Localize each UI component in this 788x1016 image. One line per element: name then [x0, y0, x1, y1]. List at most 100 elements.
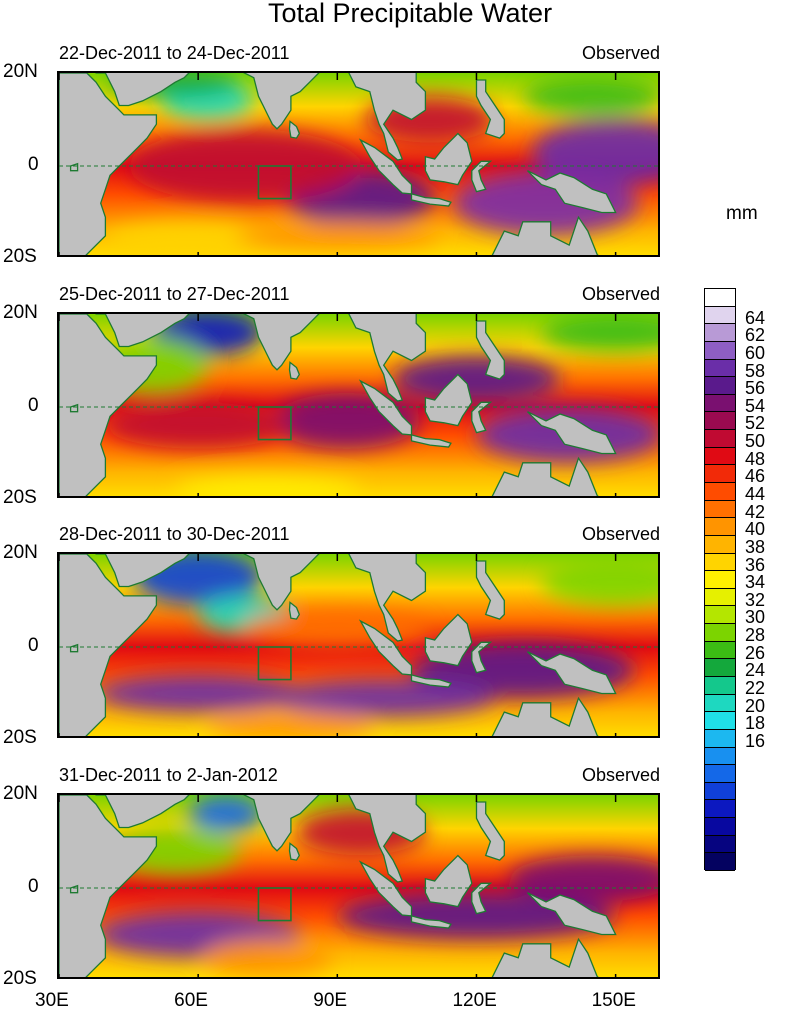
colorbar: [704, 288, 736, 871]
land-java: [410, 674, 452, 688]
land-arabia: [95, 554, 190, 588]
colorbar-label: 28: [745, 625, 766, 646]
moisture-region: [392, 355, 560, 403]
colorbar-label: 30: [745, 607, 766, 628]
colorbar-label: 34: [745, 572, 766, 593]
colorbar-segment: [705, 359, 735, 378]
colorbar-segment: [705, 465, 735, 483]
colorbar-label: 54: [745, 395, 766, 416]
moisture-region: [532, 119, 658, 185]
analysis-box: [257, 165, 292, 200]
colorbar-segment: [705, 694, 735, 713]
land-indochina: [348, 73, 427, 161]
latitude-label-equator: 0: [28, 635, 39, 656]
colorbar-segment: [705, 430, 735, 448]
colorbar-segment: [705, 324, 735, 342]
longitude-label: 150E: [591, 990, 636, 1011]
land-sulawesi: [471, 641, 493, 674]
tpw-map-panel: [57, 552, 660, 738]
latitude-label-north: 20N: [3, 783, 38, 804]
land-australia: [491, 696, 599, 736]
land-srilanka: [288, 601, 301, 620]
colorbar-label: 46: [745, 466, 766, 487]
land-indochina: [348, 554, 427, 642]
colorbar-segment: [705, 835, 735, 854]
panel-observed-label: Observed: [581, 43, 660, 63]
land-java: [410, 193, 452, 207]
latitude-label-equator: 0: [28, 876, 39, 897]
moisture-region: [105, 402, 291, 449]
land-india: [243, 554, 320, 611]
land-newguinea: [527, 892, 617, 936]
colorbar-segment: [705, 588, 735, 607]
colorbar-segment: [705, 483, 735, 501]
moisture-region: [188, 795, 264, 833]
units-label: mm: [726, 203, 758, 224]
colorbar-label: 32: [745, 589, 766, 610]
panel-period-label: 28-Dec-2011 to 30-Dec-2011: [59, 524, 290, 544]
colorbar-segment: [705, 518, 735, 536]
moisture-region: [105, 221, 273, 255]
analysis-box: [257, 887, 292, 922]
colorbar-label: 50: [745, 431, 766, 452]
panel-observed-label: Observed: [581, 765, 660, 785]
land-australia: [491, 215, 599, 255]
land-java: [410, 915, 452, 929]
tpw-field: [59, 795, 658, 977]
land-australia: [491, 456, 599, 496]
colorbar-label: 18: [745, 713, 766, 734]
land-indochina: [348, 795, 427, 883]
colorbar-label: 56: [745, 378, 766, 399]
moisture-region: [244, 609, 431, 647]
colorbar-segment: [705, 747, 735, 766]
colorbar-segment: [705, 800, 735, 819]
latitude-label-south: 20S: [3, 727, 37, 748]
latitude-label-equator: 0: [28, 154, 39, 175]
land-smallisl: [69, 403, 79, 413]
longitude-label: 30E: [35, 990, 69, 1011]
tpw-field: [59, 554, 658, 736]
land-philippines: [475, 560, 505, 620]
colorbar-label: 58: [745, 360, 766, 381]
colorbar-segment: [705, 606, 735, 625]
land-philippines: [475, 320, 505, 380]
tpw-field: [59, 314, 658, 496]
colorbar-segment: [705, 818, 735, 836]
land-africa: [59, 314, 158, 496]
moisture-region: [508, 855, 658, 902]
latitude-label-equator: 0: [28, 395, 39, 416]
colorbar-label: 36: [745, 554, 766, 575]
colorbar-segment: [705, 782, 735, 801]
land-africa: [59, 554, 158, 736]
land-africa: [59, 73, 158, 255]
colorbar-label: 44: [745, 484, 766, 504]
latitude-label-south: 20S: [3, 246, 37, 267]
analysis-box: [257, 406, 292, 441]
land-sulawesi: [471, 160, 493, 193]
moisture-region: [96, 674, 301, 713]
colorbar-segment: [705, 677, 735, 695]
colorbar-segment: [705, 412, 735, 431]
panel-observed-label: Observed: [581, 524, 660, 544]
colorbar-label: 22: [745, 678, 766, 698]
longitude-label: 90E: [313, 990, 348, 1011]
moisture-region: [174, 476, 361, 496]
land-newguinea: [527, 651, 617, 695]
latitude-label-south: 20S: [3, 487, 37, 508]
land-newguinea: [527, 170, 617, 214]
moisture-region: [272, 679, 496, 717]
colorbar-segment: [705, 289, 735, 307]
colorbar-label: 60: [745, 342, 766, 363]
latitude-label-north: 20N: [3, 542, 38, 563]
moisture-region: [202, 939, 333, 977]
land-smallisl: [69, 643, 79, 653]
moisture-region: [207, 712, 375, 736]
colorbar-segment: [705, 712, 735, 730]
land-india: [243, 73, 320, 130]
colorbar-segment: [705, 729, 735, 748]
land-africa: [59, 795, 158, 977]
land-srilanka: [288, 120, 301, 139]
colorbar-segment: [705, 571, 735, 589]
land-sulawesi: [471, 882, 493, 915]
land-india: [243, 314, 320, 371]
